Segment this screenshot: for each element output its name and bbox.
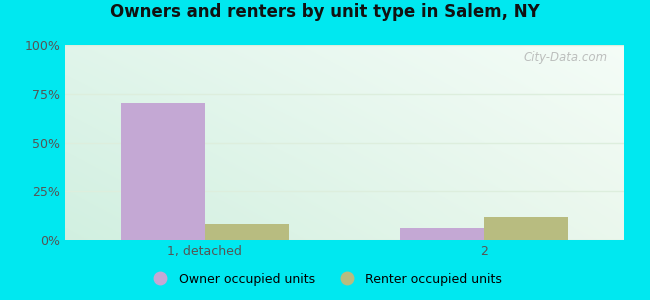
- Bar: [121, 103, 205, 240]
- Text: City-Data.com: City-Data.com: [523, 51, 607, 64]
- Bar: [400, 228, 484, 240]
- Text: Owners and renters by unit type in Salem, NY: Owners and renters by unit type in Salem…: [110, 3, 540, 21]
- Bar: [484, 217, 568, 240]
- Bar: [205, 224, 289, 240]
- Legend: Owner occupied units, Renter occupied units: Owner occupied units, Renter occupied un…: [143, 268, 507, 291]
